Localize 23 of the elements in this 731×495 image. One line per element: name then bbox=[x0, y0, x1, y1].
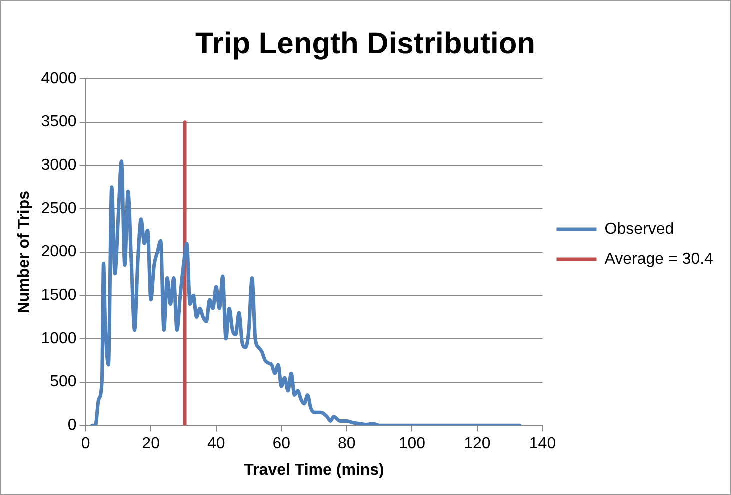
x-tick-label: 0 bbox=[81, 436, 90, 453]
y-tick-label: 1000 bbox=[41, 330, 77, 348]
y-tick-label: 500 bbox=[50, 374, 77, 391]
x-tick-label: 140 bbox=[529, 436, 556, 453]
line-series bbox=[90, 160, 522, 426]
x-tick-label: 100 bbox=[398, 436, 426, 453]
y-tick-label: 3000 bbox=[41, 157, 77, 174]
x-tick-label: 60 bbox=[272, 436, 291, 453]
y-tick-label: 3500 bbox=[41, 114, 77, 131]
x-tick-label: 120 bbox=[464, 436, 491, 453]
y-axis-title: Number of Trips bbox=[16, 190, 34, 314]
y-tick-label: 4000 bbox=[41, 70, 77, 88]
y-tick-label: 2500 bbox=[41, 200, 77, 218]
x-tick-label: 80 bbox=[338, 436, 356, 453]
y-tick-label: 2000 bbox=[41, 244, 77, 261]
x-tick-label: 40 bbox=[207, 436, 226, 453]
y-tick-label: 1500 bbox=[41, 287, 77, 304]
legend-label: Average = 30.4 bbox=[604, 250, 714, 268]
chart-title: Trip Length Distribution bbox=[196, 27, 536, 60]
x-tick-label: 20 bbox=[142, 436, 160, 453]
legend-label: Observed bbox=[604, 220, 674, 238]
x-axis-title: Travel Time (mins) bbox=[244, 462, 384, 479]
y-tick-label: 0 bbox=[68, 417, 77, 434]
